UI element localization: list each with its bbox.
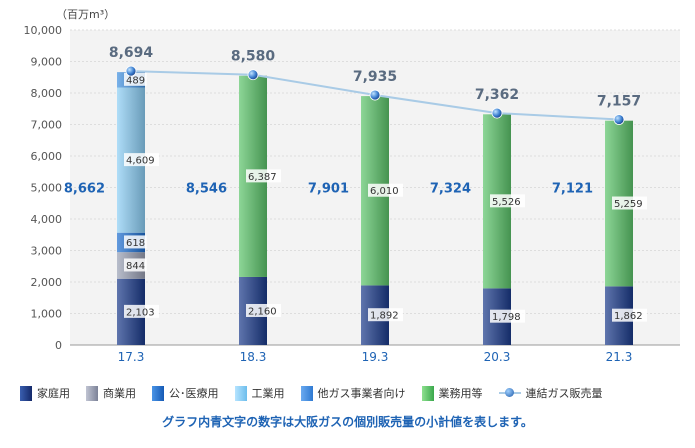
- y-tick-label: 5,000: [31, 182, 63, 195]
- data-label-bg: [124, 258, 147, 272]
- data-label-bg: [246, 169, 281, 183]
- legend-item-industrial: 工業用: [234, 385, 285, 401]
- x-tick-label: 21.3: [606, 350, 633, 364]
- data-label-bg: [124, 304, 159, 318]
- data-label: 618: [126, 238, 145, 249]
- data-label-bg: [124, 235, 147, 249]
- data-label: 2,103: [126, 307, 155, 318]
- y-tick-label: 0: [55, 339, 62, 352]
- line-point: [247, 69, 259, 81]
- data-label-bg: [612, 308, 647, 322]
- y-tick-label: 3,000: [31, 245, 63, 258]
- data-label-bg: [246, 303, 281, 317]
- chart-legend: 家庭用 商業用 公･医療用 工業用 他ガス事業者向け 業務用等 連結ガス販売量: [20, 383, 690, 403]
- data-label: 1,862: [614, 311, 643, 322]
- legend-swatch-business-use: [421, 385, 434, 401]
- chart-footnote: グラフ内青文字の数字は大阪ガスの個別販売量の小計値を表します。: [162, 415, 533, 429]
- subtotal-label: 7,324: [430, 182, 471, 197]
- subtotal-label: 8,662: [64, 182, 105, 197]
- legend-label-business-use: 業務用等: [438, 387, 483, 400]
- legend-label-public-medical: 公･医療用: [169, 387, 219, 400]
- data-label: 1,798: [492, 312, 521, 323]
- subtotal-label: 7,121: [552, 182, 593, 197]
- line-point-label: 8,580: [231, 49, 276, 65]
- y-tick-label: 8,000: [31, 87, 63, 100]
- line-point-label: 7,935: [353, 69, 397, 85]
- legend-label-commercial: 商業用: [103, 387, 136, 400]
- legend-line-marker-icon: [498, 387, 521, 399]
- y-tick-label: 10,000: [24, 24, 63, 37]
- line-point: [369, 89, 381, 101]
- data-label-bg: [612, 196, 647, 210]
- legend-item-household: 家庭用: [20, 385, 70, 401]
- line-point: [125, 65, 137, 77]
- data-label-bg: [490, 194, 525, 208]
- legend-item-other-gas-utilities: 他ガス事業者向け: [300, 385, 406, 401]
- data-label: 2,160: [248, 306, 277, 317]
- legend-swatch-household: [20, 385, 32, 401]
- data-label-bg: [368, 183, 403, 197]
- x-tick-label: 18.3: [240, 350, 267, 364]
- legend-swatch-commercial: [86, 385, 98, 401]
- data-label: 5,259: [614, 199, 643, 210]
- legend-label-industrial: 工業用: [251, 387, 285, 400]
- data-label: 5,526: [492, 197, 521, 208]
- data-label: 6,010: [370, 186, 399, 197]
- data-label-bg: [368, 308, 403, 322]
- y-tick-label: 2,000: [31, 276, 63, 289]
- y-tick-label: 4,000: [31, 213, 63, 226]
- y-tick-label: 6,000: [31, 150, 63, 163]
- data-label: 489: [126, 75, 145, 86]
- legend-item-public-medical: 公･医療用: [152, 385, 219, 401]
- legend-swatch-industrial: [234, 385, 247, 401]
- data-label-bg: [490, 309, 525, 323]
- y-tick-label: 9,000: [31, 56, 63, 69]
- x-tick-label: 19.3: [362, 350, 389, 364]
- data-label: 844: [126, 261, 145, 272]
- data-label: 1,892: [370, 311, 399, 322]
- line-point: [613, 114, 625, 125]
- legend-label-household: 家庭用: [37, 387, 70, 400]
- data-label: 4,609: [126, 156, 155, 167]
- legend-swatch-public-medical: [152, 385, 164, 401]
- x-tick-label: 20.3: [484, 350, 511, 364]
- data-label-bg: [124, 153, 159, 167]
- line-point: [491, 107, 503, 119]
- y-tick-label: 7,000: [31, 119, 63, 132]
- legend-label-consolidated-sales: 連結ガス販売量: [525, 387, 603, 400]
- line-point-label: 8,694: [109, 45, 154, 61]
- legend-item-consolidated-sales: 連結ガス販売量: [498, 385, 603, 401]
- data-label: 6,387: [248, 172, 277, 183]
- legend-item-commercial: 商業用: [86, 385, 136, 401]
- legend-item-business-use: 業務用等: [421, 385, 483, 401]
- legend-label-other-gas-utilities: 他ガス事業者向け: [317, 387, 406, 400]
- line-point-label: 7,362: [475, 87, 519, 103]
- y-axis-unit-label: （百万m³）: [56, 8, 116, 21]
- line-point-label: 7,157: [597, 94, 641, 110]
- legend-swatch-other-gas-utilities: [300, 385, 313, 401]
- subtotal-label: 8,546: [186, 182, 227, 197]
- subtotal-label: 7,901: [308, 182, 349, 197]
- y-tick-label: 1,000: [31, 308, 63, 321]
- x-tick-label: 17.3: [118, 350, 145, 364]
